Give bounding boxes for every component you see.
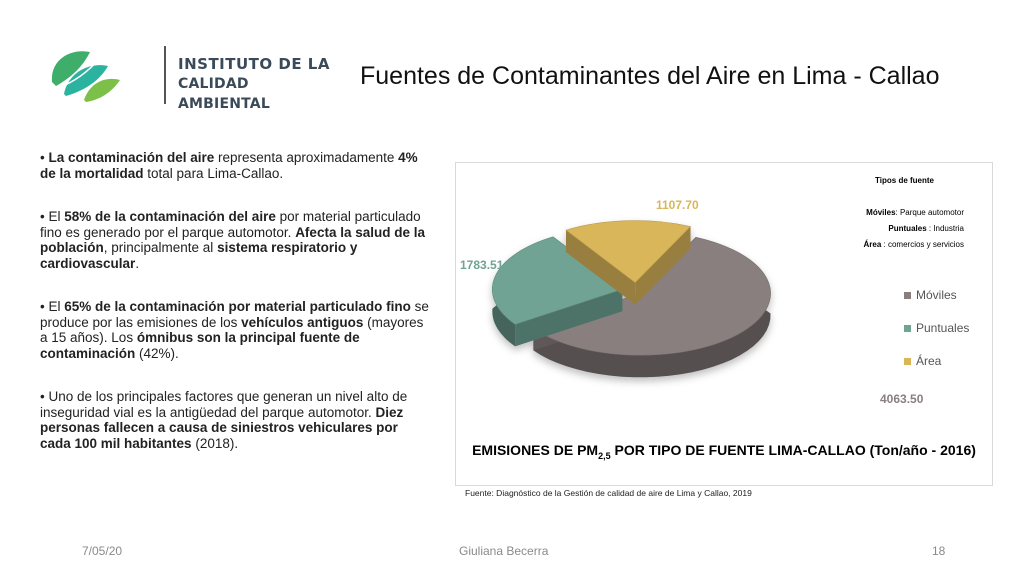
chart-title-subscript: 2,5 [598,450,611,461]
chart-title-main: EMISIONES DE PM [472,442,599,458]
data-label-puntuales: 1783.51 [460,258,504,272]
legend-label-puntuales: Puntuales [916,321,969,335]
bullet-text: (2018). [191,435,239,451]
bullet-text: Uno de los principales factores que gene… [40,389,408,420]
leaf-logo-icon [51,51,120,102]
logo-text: INSTITUTO DE LA CALIDAD AMBIENTAL [178,54,340,114]
bullet-text: por material particulado fino es generad… [40,209,421,240]
bullet-bold-text: Diez personas fallecen a causa de sinies… [40,404,404,451]
data-label-móviles: 4063.50 [880,392,924,406]
bullet-item: • El 58% de la contaminación del aire po… [40,209,425,271]
bullet-bold-text: 58% de la contaminación del aire [64,209,276,224]
bullet-text: representa aproximadamente [214,150,399,165]
pie-slice-wall [635,226,691,305]
logo-line-1: INSTITUTO DE LA [178,55,330,73]
logo-line-2: CALIDAD AMBIENTAL [178,76,270,112]
slide-title: Fuentes de Contaminantes del Aire en Lim… [360,62,940,90]
legend-label-móviles: Móviles [916,288,957,302]
institute-logo: INSTITUTO DE LA CALIDAD AMBIENTAL [40,40,340,112]
info-box-line: Puntuales : Industria [888,224,964,233]
info-box-line-label: Puntuales [888,224,927,233]
pie-slice-wall [565,230,636,305]
info-box-line-value: : Parque automotor [896,208,965,217]
chart-panel: 4063.50 1783.51 1107.70 Tipos de fuente Móvi… [455,162,993,486]
pie-slice-móviles [532,236,771,356]
bullet-bold-text: vehículos antiguos [241,314,364,330]
bullet-text: El [48,299,65,314]
bullet-text: (42%). [135,345,179,361]
legend-swatch-móviles [904,292,911,299]
legend-label-área: Área [916,353,942,368]
bullet-bold-text: ómnibus son la principal fuente de conta… [40,330,360,361]
bullet-text: se produce por las emisiones de los [40,299,429,330]
bullet-item: • Uno de los principales factores que ge… [40,389,408,451]
bullet-bold-text: 65% de la contaminación por material par… [64,299,411,314]
bullet-text: total para Lima-Callao. [143,165,284,181]
bullet-list: • La contaminación del aire representa a… [40,150,430,479]
footer-author: Giuliana Becerra [459,544,549,558]
info-box-line: Área : comercios y servicios [864,240,964,249]
info-box-line-value: : Industria [927,224,965,233]
info-box-line: Móviles: Parque automotor [866,208,964,217]
pie-chart: 4063.50 1783.51 1107.70 Tipos de fuente Móvi… [460,176,969,406]
info-box-line-label: Móviles [866,208,896,217]
bullet-bold-text: Afecta la salud de la población [40,224,425,256]
pie-slice-área [565,220,692,284]
footer-page-number: 18 [932,544,946,558]
source-note: Fuente: Diagnóstico de la Gestión de cal… [465,488,752,498]
bullet-bold-text: 4% de la mortalidad [40,150,418,181]
bullet-text: El [48,209,65,224]
legend-swatch-área [904,358,911,365]
logo-divider [164,46,166,104]
bullet-bold-text: sistema respiratorio y cardiovascular [40,240,358,271]
pie-slice-wall [515,289,623,347]
bullet-item: • La contaminación del aire representa a… [40,150,418,181]
legend-swatch-puntuales [904,325,911,332]
footer-date: 7/05/20 [82,544,123,558]
chart-title-rest: POR TIPO DE FUENTE LIMA-CALLAO (Ton/año … [610,442,976,458]
bullet-text: (mayores a 15 años). Los [40,314,424,346]
bullet-item: • El 65% de la contaminación por materia… [40,299,429,361]
bullet-text: . [135,255,140,271]
info-box-line-label: Área [864,240,882,249]
pie-slice-puntuales [492,236,623,325]
info-box-heading: Tipos de fuente [875,176,935,185]
chart-caption: EMISIONES DE PM2,5 POR TIPO DE FUENTE LI… [468,441,980,465]
info-box-line-value: : comercios y servicios [881,240,964,249]
data-label-área: 1107.70 [656,198,699,212]
bullet-text: , principalmente al [103,240,218,255]
bullet-bold-text: La contaminación del aire [48,150,215,165]
